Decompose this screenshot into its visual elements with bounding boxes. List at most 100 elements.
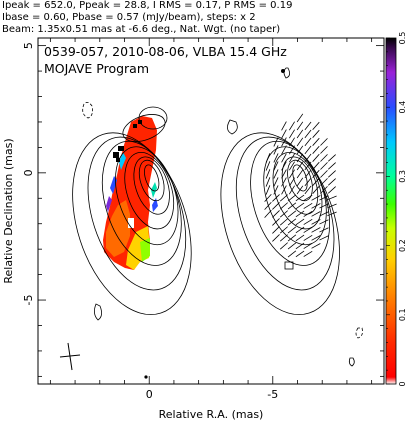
- evpa-tick-116: [311, 235, 321, 241]
- colorbar-tick-label: 0.2: [398, 239, 407, 252]
- evpa-tick-37: [288, 161, 295, 171]
- evpa-tick-35: [273, 161, 279, 171]
- evpa-tick-100: [295, 218, 305, 226]
- evpa-tick-12: [281, 137, 287, 147]
- header-line-1: Ipeak = 652.0, Ppeak = 28.8, I RMS = 0.1…: [2, 0, 292, 11]
- x-axis-label: Relative R.A. (mas): [159, 408, 264, 421]
- evpa-tick-49: [312, 169, 320, 178]
- evpa-tick-69: [327, 186, 336, 194]
- evpa-tick-15: [304, 137, 312, 147]
- contour-left-6: [87, 136, 187, 291]
- evpa-tick-91: [287, 210, 297, 218]
- evpa-tick-30: [304, 153, 312, 163]
- evpa-tick-0: [296, 113, 304, 123]
- colorbar-tick-label: 0.5: [398, 32, 407, 45]
- y-tick-label: -5: [22, 295, 35, 306]
- evpa-tick-106: [287, 226, 297, 234]
- evpa-tick-22: [304, 145, 312, 155]
- evpa-tick-25: [265, 153, 271, 163]
- evpa-tick-41: [320, 162, 328, 170]
- evpa-tick-82: [287, 202, 297, 210]
- evpa-tick-67: [312, 185, 320, 194]
- contour-right-7: [220, 132, 340, 316]
- evpa-tick-97: [272, 218, 280, 226]
- evpa-tick-23: [312, 145, 320, 154]
- x-tick-label: 0: [146, 388, 153, 401]
- evpa-tick-111: [272, 234, 280, 242]
- evpa-tick-17: [320, 138, 328, 146]
- evpa-tick-75: [303, 194, 313, 201]
- right-panel-marker: [284, 261, 294, 270]
- evpa-tick-80: [272, 202, 280, 210]
- evpa-tick-108: [303, 226, 313, 233]
- evpa-tick-50: [320, 170, 328, 178]
- colorbar-ticks: 0 0.1 0.2 0.3 0.4 0.5: [386, 32, 407, 387]
- evpa-tick-51: [327, 170, 336, 178]
- evpa-tick-81: [279, 202, 288, 210]
- colorbar-tick-label: 0.1: [398, 308, 407, 321]
- evpa-tick-32: [320, 154, 328, 162]
- evpa-tick-109: [311, 227, 321, 233]
- evpa-tick-125: [303, 250, 313, 257]
- pol-region-green: [140, 238, 150, 262]
- contour-right-1: [287, 159, 313, 202]
- evpa-tick-42: [327, 162, 336, 170]
- evpa-tick-120: [295, 242, 305, 250]
- colorbar: [385, 37, 397, 385]
- evpa-tick-43: [265, 169, 271, 179]
- colorbar-tick-label: 0.4: [398, 101, 407, 114]
- pol-edge-pixel: [116, 158, 120, 162]
- evpa-tick-98: [279, 218, 288, 226]
- polarization-color-patch: [103, 116, 158, 270]
- evpa-tick-77: [319, 195, 329, 201]
- evpa-tick-18: [273, 145, 279, 155]
- chart-subtitle: MOJAVE Program: [44, 61, 149, 76]
- evpa-tick-123: [287, 250, 297, 258]
- evpa-tick-104: [272, 226, 280, 234]
- evpa-vectors: [264, 113, 337, 258]
- negative-contour: [82, 102, 93, 119]
- header-line-2: Ibase = 0.60, Pbase = 0.57 (mJy/beam), s…: [2, 12, 256, 23]
- contour-left-0: [144, 164, 160, 192]
- evpa-tick-102: [311, 219, 321, 225]
- evpa-tick-72: [279, 194, 288, 202]
- evpa-tick-117: [319, 235, 329, 241]
- axes: 0 -5 5 0 -5: [22, 38, 384, 401]
- evpa-tick-40: [312, 161, 320, 170]
- evpa-tick-87: [327, 203, 337, 209]
- evpa-tick-54: [281, 177, 287, 187]
- evpa-tick-28: [288, 153, 295, 163]
- evpa-tick-83: [295, 202, 305, 210]
- evpa-tick-45: [281, 169, 287, 179]
- colorbar-tick-label: 0: [398, 381, 407, 386]
- evpa-tick-11: [273, 137, 279, 147]
- evpa-tick-56: [296, 177, 304, 187]
- evpa-tick-6: [281, 129, 287, 139]
- evpa-tick-65: [296, 185, 304, 195]
- pol-rim-right: [151, 182, 157, 198]
- evpa-tick-74: [295, 194, 305, 202]
- evpa-tick-55: [288, 177, 295, 187]
- evpa-tick-89: [272, 210, 280, 218]
- right-panel-contours: [220, 132, 340, 316]
- evpa-tick-62: [273, 185, 279, 195]
- evpa-tick-9: [304, 129, 312, 139]
- evpa-tick-90: [279, 210, 288, 218]
- evpa-tick-1: [281, 121, 287, 131]
- y-axis-label: Relative Declination (mas): [2, 138, 15, 283]
- evpa-tick-53: [273, 177, 279, 187]
- pol-region-orange: [106, 200, 130, 257]
- evpa-tick-5: [312, 121, 320, 130]
- contour-left-7: [72, 132, 192, 316]
- contour-left-2: [133, 156, 170, 215]
- contour-left-1: [138, 159, 165, 202]
- evpa-tick-47: [296, 169, 304, 179]
- evpa-tick-21: [296, 145, 304, 155]
- evpa-tick-27: [281, 153, 287, 163]
- evpa-tick-57: [304, 177, 312, 187]
- evpa-tick-26: [273, 153, 279, 163]
- evpa-tick-20: [288, 145, 295, 155]
- evpa-tick-119: [287, 242, 297, 250]
- left-panel-contours: [72, 132, 192, 316]
- evpa-tick-24: [320, 146, 328, 154]
